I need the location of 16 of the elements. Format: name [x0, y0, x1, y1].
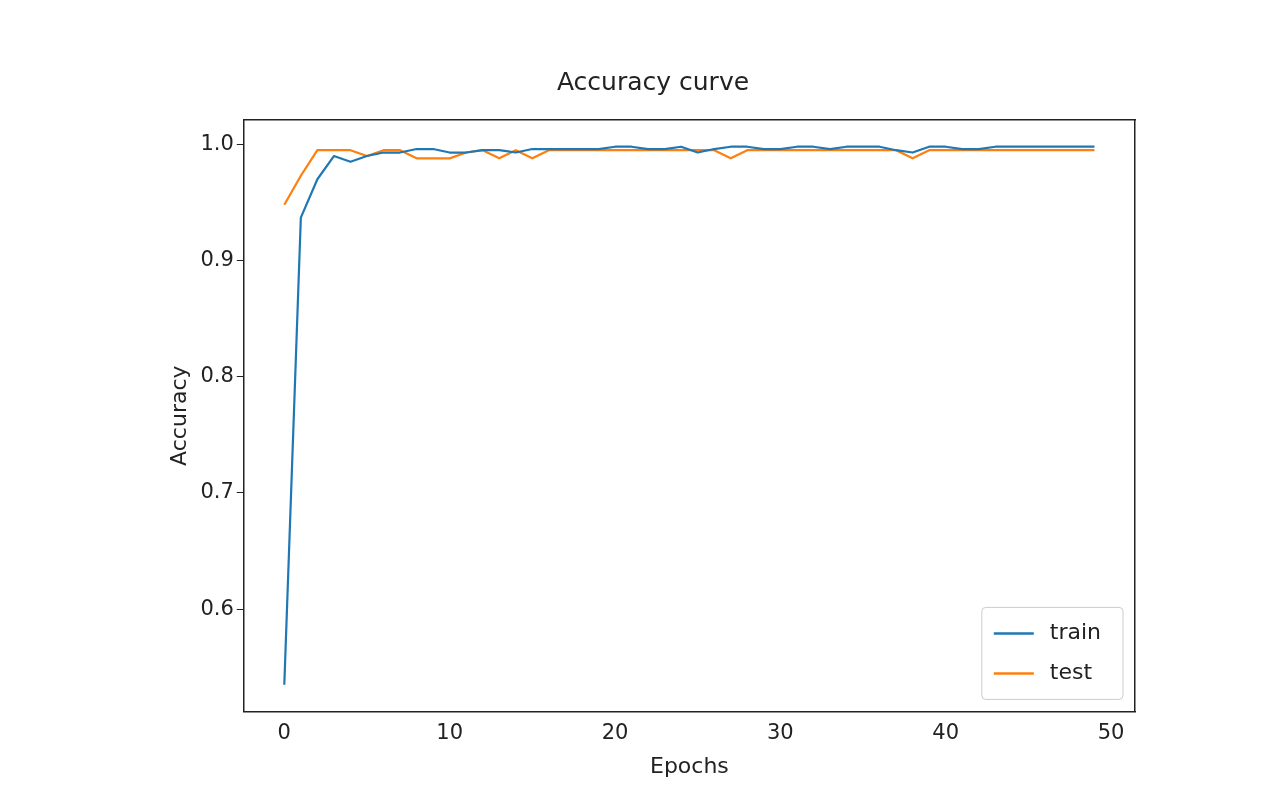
y-axis-title: Accuracy — [165, 365, 191, 466]
chart-title: Accuracy curve — [556, 66, 750, 96]
legend-label: test — [1049, 659, 1093, 685]
y-tick-label: 0.8 — [200, 363, 234, 388]
y-tick-label: 0.6 — [200, 595, 234, 620]
x-tick-label: 0 — [277, 720, 291, 745]
legend-label: train — [1049, 619, 1102, 645]
x-tick-label: 20 — [601, 720, 629, 745]
x-tick-label: 50 — [1097, 720, 1125, 745]
y-tick-label: 1.0 — [200, 130, 234, 155]
x-axis-title: Epochs — [649, 752, 729, 778]
x-tick-label: 10 — [436, 720, 464, 745]
y-tick-label: 0.7 — [200, 479, 234, 504]
x-tick-label: 30 — [766, 720, 794, 745]
x-tick-label: 40 — [932, 720, 960, 745]
y-tick-label: 0.9 — [200, 247, 234, 272]
